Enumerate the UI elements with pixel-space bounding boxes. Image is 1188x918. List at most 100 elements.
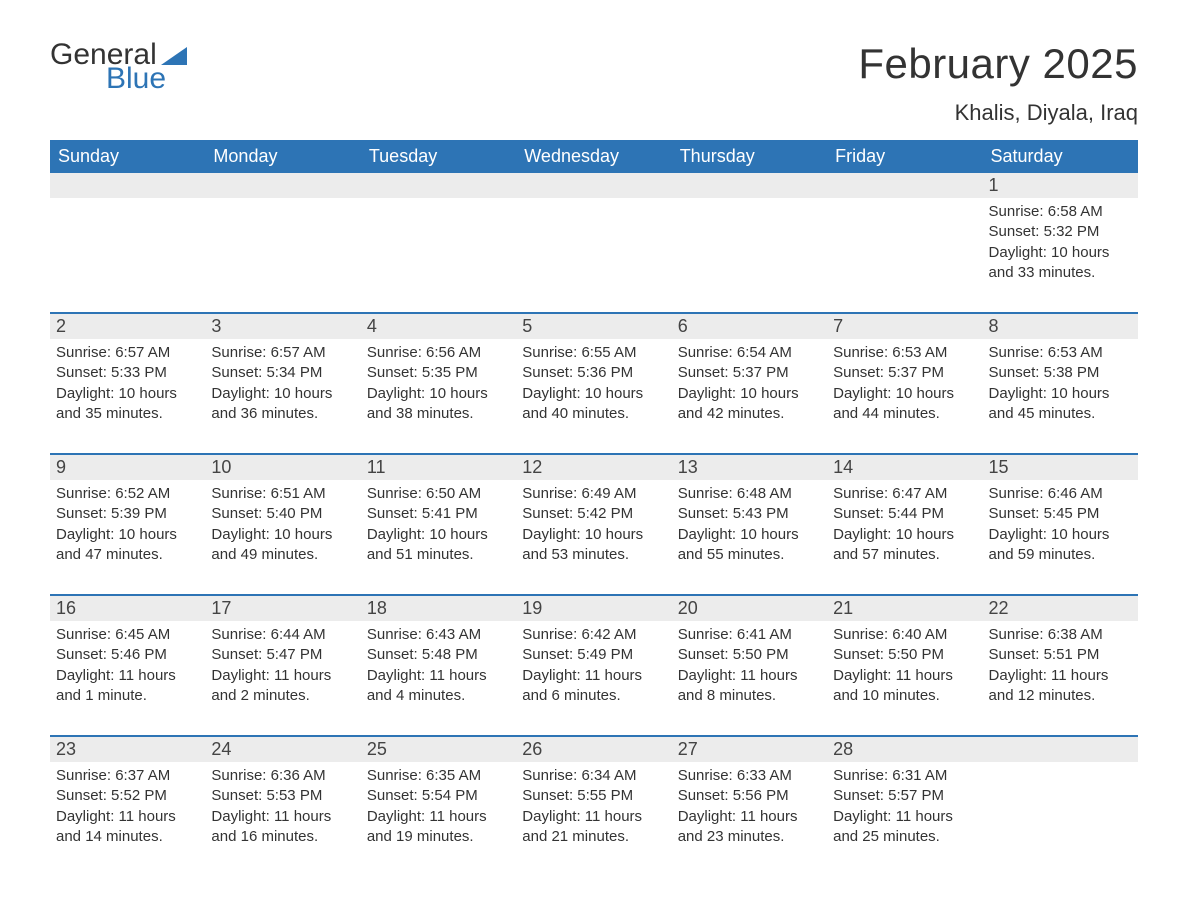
daylight-text: Daylight: 11 hours and 19 minutes. — [367, 807, 510, 848]
daylight-text: Daylight: 10 hours and 57 minutes. — [833, 525, 976, 566]
day-cell: Sunrise: 6:58 AMSunset: 5:32 PMDaylight:… — [983, 198, 1138, 294]
sunset-text: Sunset: 5:43 PM — [678, 504, 821, 524]
day-number — [983, 737, 1138, 762]
topbar: General Blue February 2025 Khalis, Diyal… — [50, 40, 1138, 126]
logo: General Blue — [50, 40, 187, 94]
weekday-header: Monday — [205, 140, 360, 173]
daylight-text: Daylight: 11 hours and 12 minutes. — [989, 666, 1132, 707]
sunrise-text: Sunrise: 6:35 AM — [367, 766, 510, 786]
day-cell — [672, 198, 827, 294]
sunset-text: Sunset: 5:41 PM — [367, 504, 510, 524]
location-label: Khalis, Diyala, Iraq — [858, 100, 1138, 126]
day-number: 9 — [50, 455, 205, 480]
daylight-text: Daylight: 10 hours and 36 minutes. — [211, 384, 354, 425]
daylight-text: Daylight: 10 hours and 49 minutes. — [211, 525, 354, 566]
day-cell: Sunrise: 6:41 AMSunset: 5:50 PMDaylight:… — [672, 621, 827, 717]
day-number-row: 2345678 — [50, 314, 1138, 339]
sunset-text: Sunset: 5:57 PM — [833, 786, 976, 806]
daylight-text: Daylight: 10 hours and 33 minutes. — [989, 243, 1132, 284]
sunrise-text: Sunrise: 6:48 AM — [678, 484, 821, 504]
daylight-text: Daylight: 10 hours and 55 minutes. — [678, 525, 821, 566]
week-block: 232425262728Sunrise: 6:37 AMSunset: 5:52… — [50, 735, 1138, 858]
daylight-text: Daylight: 10 hours and 42 minutes. — [678, 384, 821, 425]
sunrise-text: Sunrise: 6:55 AM — [522, 343, 665, 363]
sunset-text: Sunset: 5:49 PM — [522, 645, 665, 665]
sunrise-text: Sunrise: 6:52 AM — [56, 484, 199, 504]
day-cell — [205, 198, 360, 294]
sunrise-text: Sunrise: 6:47 AM — [833, 484, 976, 504]
day-cell: Sunrise: 6:55 AMSunset: 5:36 PMDaylight:… — [516, 339, 671, 435]
sunset-text: Sunset: 5:50 PM — [833, 645, 976, 665]
day-cell — [516, 198, 671, 294]
day-number: 22 — [983, 596, 1138, 621]
sunrise-text: Sunrise: 6:38 AM — [989, 625, 1132, 645]
sunrise-text: Sunrise: 6:46 AM — [989, 484, 1132, 504]
sunrise-text: Sunrise: 6:57 AM — [56, 343, 199, 363]
daylight-text: Daylight: 11 hours and 16 minutes. — [211, 807, 354, 848]
day-number: 1 — [983, 173, 1138, 198]
day-cell — [50, 198, 205, 294]
day-cell: Sunrise: 6:45 AMSunset: 5:46 PMDaylight:… — [50, 621, 205, 717]
day-body-row: Sunrise: 6:52 AMSunset: 5:39 PMDaylight:… — [50, 480, 1138, 576]
day-number: 26 — [516, 737, 671, 762]
daylight-text: Daylight: 11 hours and 21 minutes. — [522, 807, 665, 848]
sunrise-text: Sunrise: 6:50 AM — [367, 484, 510, 504]
logo-word2: Blue — [106, 64, 187, 94]
sunset-text: Sunset: 5:37 PM — [678, 363, 821, 383]
daylight-text: Daylight: 10 hours and 44 minutes. — [833, 384, 976, 425]
sunset-text: Sunset: 5:55 PM — [522, 786, 665, 806]
sunrise-text: Sunrise: 6:43 AM — [367, 625, 510, 645]
day-number: 23 — [50, 737, 205, 762]
day-number: 28 — [827, 737, 982, 762]
daylight-text: Daylight: 10 hours and 59 minutes. — [989, 525, 1132, 566]
day-cell: Sunrise: 6:42 AMSunset: 5:49 PMDaylight:… — [516, 621, 671, 717]
day-cell — [361, 198, 516, 294]
day-number: 5 — [516, 314, 671, 339]
sunrise-text: Sunrise: 6:33 AM — [678, 766, 821, 786]
day-cell: Sunrise: 6:43 AMSunset: 5:48 PMDaylight:… — [361, 621, 516, 717]
sunrise-text: Sunrise: 6:45 AM — [56, 625, 199, 645]
sunset-text: Sunset: 5:53 PM — [211, 786, 354, 806]
day-number: 19 — [516, 596, 671, 621]
daylight-text: Daylight: 11 hours and 4 minutes. — [367, 666, 510, 707]
day-number: 3 — [205, 314, 360, 339]
day-number-row: 9101112131415 — [50, 455, 1138, 480]
day-number-row: 1 — [50, 173, 1138, 198]
day-number: 18 — [361, 596, 516, 621]
day-number: 24 — [205, 737, 360, 762]
sunset-text: Sunset: 5:48 PM — [367, 645, 510, 665]
day-cell: Sunrise: 6:53 AMSunset: 5:37 PMDaylight:… — [827, 339, 982, 435]
day-cell — [983, 762, 1138, 858]
day-number-row: 16171819202122 — [50, 596, 1138, 621]
day-cell: Sunrise: 6:51 AMSunset: 5:40 PMDaylight:… — [205, 480, 360, 576]
sunrise-text: Sunrise: 6:40 AM — [833, 625, 976, 645]
day-body-row: Sunrise: 6:58 AMSunset: 5:32 PMDaylight:… — [50, 198, 1138, 294]
day-cell: Sunrise: 6:49 AMSunset: 5:42 PMDaylight:… — [516, 480, 671, 576]
sunset-text: Sunset: 5:38 PM — [989, 363, 1132, 383]
sunrise-text: Sunrise: 6:51 AM — [211, 484, 354, 504]
daylight-text: Daylight: 11 hours and 25 minutes. — [833, 807, 976, 848]
sunrise-text: Sunrise: 6:44 AM — [211, 625, 354, 645]
sunrise-text: Sunrise: 6:31 AM — [833, 766, 976, 786]
day-number: 13 — [672, 455, 827, 480]
sunset-text: Sunset: 5:42 PM — [522, 504, 665, 524]
day-cell: Sunrise: 6:53 AMSunset: 5:38 PMDaylight:… — [983, 339, 1138, 435]
day-number — [672, 173, 827, 198]
calendar-page: General Blue February 2025 Khalis, Diyal… — [0, 0, 1188, 888]
day-body-row: Sunrise: 6:57 AMSunset: 5:33 PMDaylight:… — [50, 339, 1138, 435]
sunset-text: Sunset: 5:44 PM — [833, 504, 976, 524]
daylight-text: Daylight: 11 hours and 2 minutes. — [211, 666, 354, 707]
daylight-text: Daylight: 11 hours and 6 minutes. — [522, 666, 665, 707]
day-body-row: Sunrise: 6:45 AMSunset: 5:46 PMDaylight:… — [50, 621, 1138, 717]
day-number: 25 — [361, 737, 516, 762]
day-number — [50, 173, 205, 198]
daylight-text: Daylight: 11 hours and 23 minutes. — [678, 807, 821, 848]
day-cell: Sunrise: 6:47 AMSunset: 5:44 PMDaylight:… — [827, 480, 982, 576]
day-number — [361, 173, 516, 198]
sunset-text: Sunset: 5:47 PM — [211, 645, 354, 665]
daylight-text: Daylight: 10 hours and 45 minutes. — [989, 384, 1132, 425]
day-cell: Sunrise: 6:48 AMSunset: 5:43 PMDaylight:… — [672, 480, 827, 576]
day-number: 12 — [516, 455, 671, 480]
day-cell: Sunrise: 6:57 AMSunset: 5:33 PMDaylight:… — [50, 339, 205, 435]
sunset-text: Sunset: 5:40 PM — [211, 504, 354, 524]
